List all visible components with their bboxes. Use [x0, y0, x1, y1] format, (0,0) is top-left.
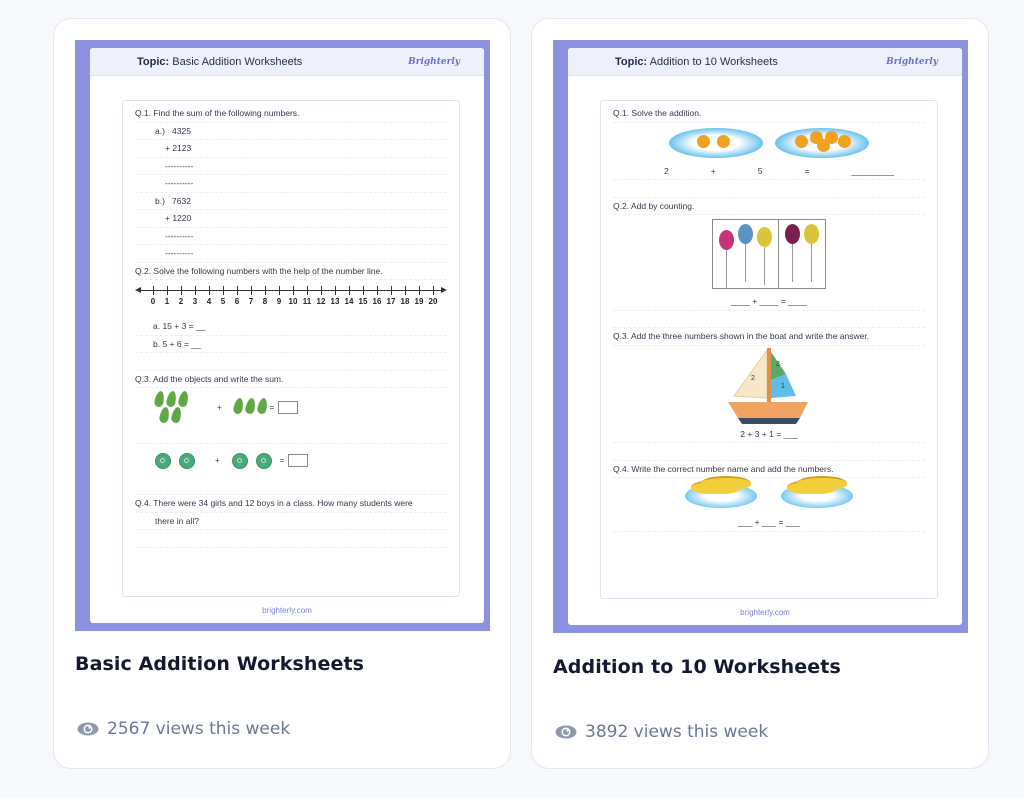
card-title[interactable]: Addition to 10 Worksheets [553, 656, 841, 678]
q3-leaves-row: + = [135, 388, 447, 426]
card-title[interactable]: Basic Addition Worksheets [75, 653, 365, 675]
button-icon [155, 452, 171, 469]
eye-icon [77, 722, 99, 736]
svg-text:2: 2 [751, 375, 755, 382]
banana-plates [613, 476, 925, 514]
button-icon [255, 452, 272, 469]
question-2: Q.2. Add by counting. [613, 198, 925, 215]
worksheet-preview-image[interactable]: Topic: Basic Addition Worksheets Brighte… [75, 40, 490, 631]
q3-equation: 2 + 3 + 1 = ___ [613, 426, 925, 443]
question-4: Q.4. There were 34 girls and 12 boys in … [135, 495, 447, 513]
worksheet-paper: Topic: Basic Addition Worksheets Brighte… [90, 48, 484, 623]
q1-b-dash1: ---------- [135, 228, 447, 245]
balloon-icon [757, 224, 772, 285]
worksheet-card-basic-addition[interactable]: Topic: Basic Addition Worksheets Brighte… [53, 18, 511, 769]
q1-b-line2: + 1220 [135, 210, 447, 228]
question-2: Q.2. Solve the following numbers with th… [135, 263, 447, 280]
brand-logo: Brighterly [408, 56, 460, 67]
q2-b: b. 5 + 6 = __ [135, 336, 447, 353]
balloons-figure [613, 219, 925, 289]
question-3: Q.3. Add the three numbers shown in the … [613, 328, 925, 346]
q1-b-line1: b.) 7632 [135, 193, 447, 210]
plate-oranges-icon [669, 127, 763, 158]
q4-equation: ___ + ___ = ___ [613, 514, 925, 532]
question-4: Q.4. Write the correct number name and a… [613, 461, 925, 478]
svg-text:3: 3 [776, 361, 780, 368]
views-count: 2567 views this week [77, 719, 290, 739]
sailboat-figure: 2 3 1 [724, 346, 814, 426]
q1-a-line1: a.) 4325 [135, 123, 447, 140]
q2-equation: ____ + ____ = ____ [613, 293, 925, 311]
question-1: Q.1. Solve the addition. [613, 105, 925, 123]
svg-text:1: 1 [781, 383, 785, 390]
worksheet-questions: Q.1. Find the sum of the following numbe… [122, 100, 460, 597]
worksheet-paper: Topic: Addition to 10 Worksheets Brighte… [568, 48, 962, 625]
balloon-icon [785, 224, 800, 282]
question-4-cont: there in all? [135, 513, 447, 530]
topic-title: Basic Addition Worksheets [172, 55, 303, 68]
balloon-icon [804, 224, 819, 282]
orange-plates [613, 123, 925, 163]
answer-box [278, 400, 299, 414]
q1-a-dash1: ---------- [135, 158, 447, 175]
answer-box [288, 454, 309, 467]
question-3: Q.3. Add the objects and write the sum. [135, 371, 447, 388]
button-icon [179, 452, 195, 469]
plate-oranges-icon [775, 127, 869, 158]
leaf-group-icon [153, 390, 205, 424]
topic-label: Topic: [615, 55, 648, 68]
number-line: 0 1 2 3 4 5 6 7 8 9 10 11 12 13 14 15 16 17 18 19 20 [135, 280, 447, 318]
worksheet-header: Topic: Basic Addition Worksheets Brighte… [90, 48, 484, 76]
eye-icon [555, 725, 577, 739]
q1-b-dash2: ---------- [135, 245, 447, 263]
q1-equation: 2 +5 = _________ [613, 163, 925, 180]
topic-title: Addition to 10 Worksheets [649, 55, 778, 68]
topic-label: Topic: [137, 55, 170, 68]
views-count: 3892 views this week [555, 722, 768, 742]
leaf-group-icon [232, 397, 270, 416]
question-1: Q.1. Find the sum of the following numbe… [135, 105, 447, 123]
worksheet-header: Topic: Addition to 10 Worksheets Brighte… [568, 48, 962, 76]
plate-bananas-icon [781, 476, 853, 508]
q1-a-dash2: ---------- [135, 175, 447, 193]
q2-a: a. 15 + 3 = __ [135, 318, 447, 336]
plate-bananas-icon [685, 476, 757, 508]
brand-logo: Brighterly [886, 56, 938, 67]
worksheet-preview-image[interactable]: Topic: Addition to 10 Worksheets Brighte… [553, 40, 968, 633]
balloon-icon [719, 224, 734, 288]
worksheet-questions: Q.1. Solve the addition. 2 +5 = _________ Q… [600, 100, 938, 599]
brighterly-link: brighterly.com [262, 606, 312, 615]
q3-buttons-row: + = [135, 444, 447, 478]
brighterly-link: brighterly.com [740, 608, 790, 617]
balloon-icon [738, 224, 753, 282]
worksheet-card-addition-to-10[interactable]: Topic: Addition to 10 Worksheets Brighte… [531, 18, 989, 769]
button-icon [231, 452, 248, 469]
q1-a-line2: + 2123 [135, 140, 447, 158]
